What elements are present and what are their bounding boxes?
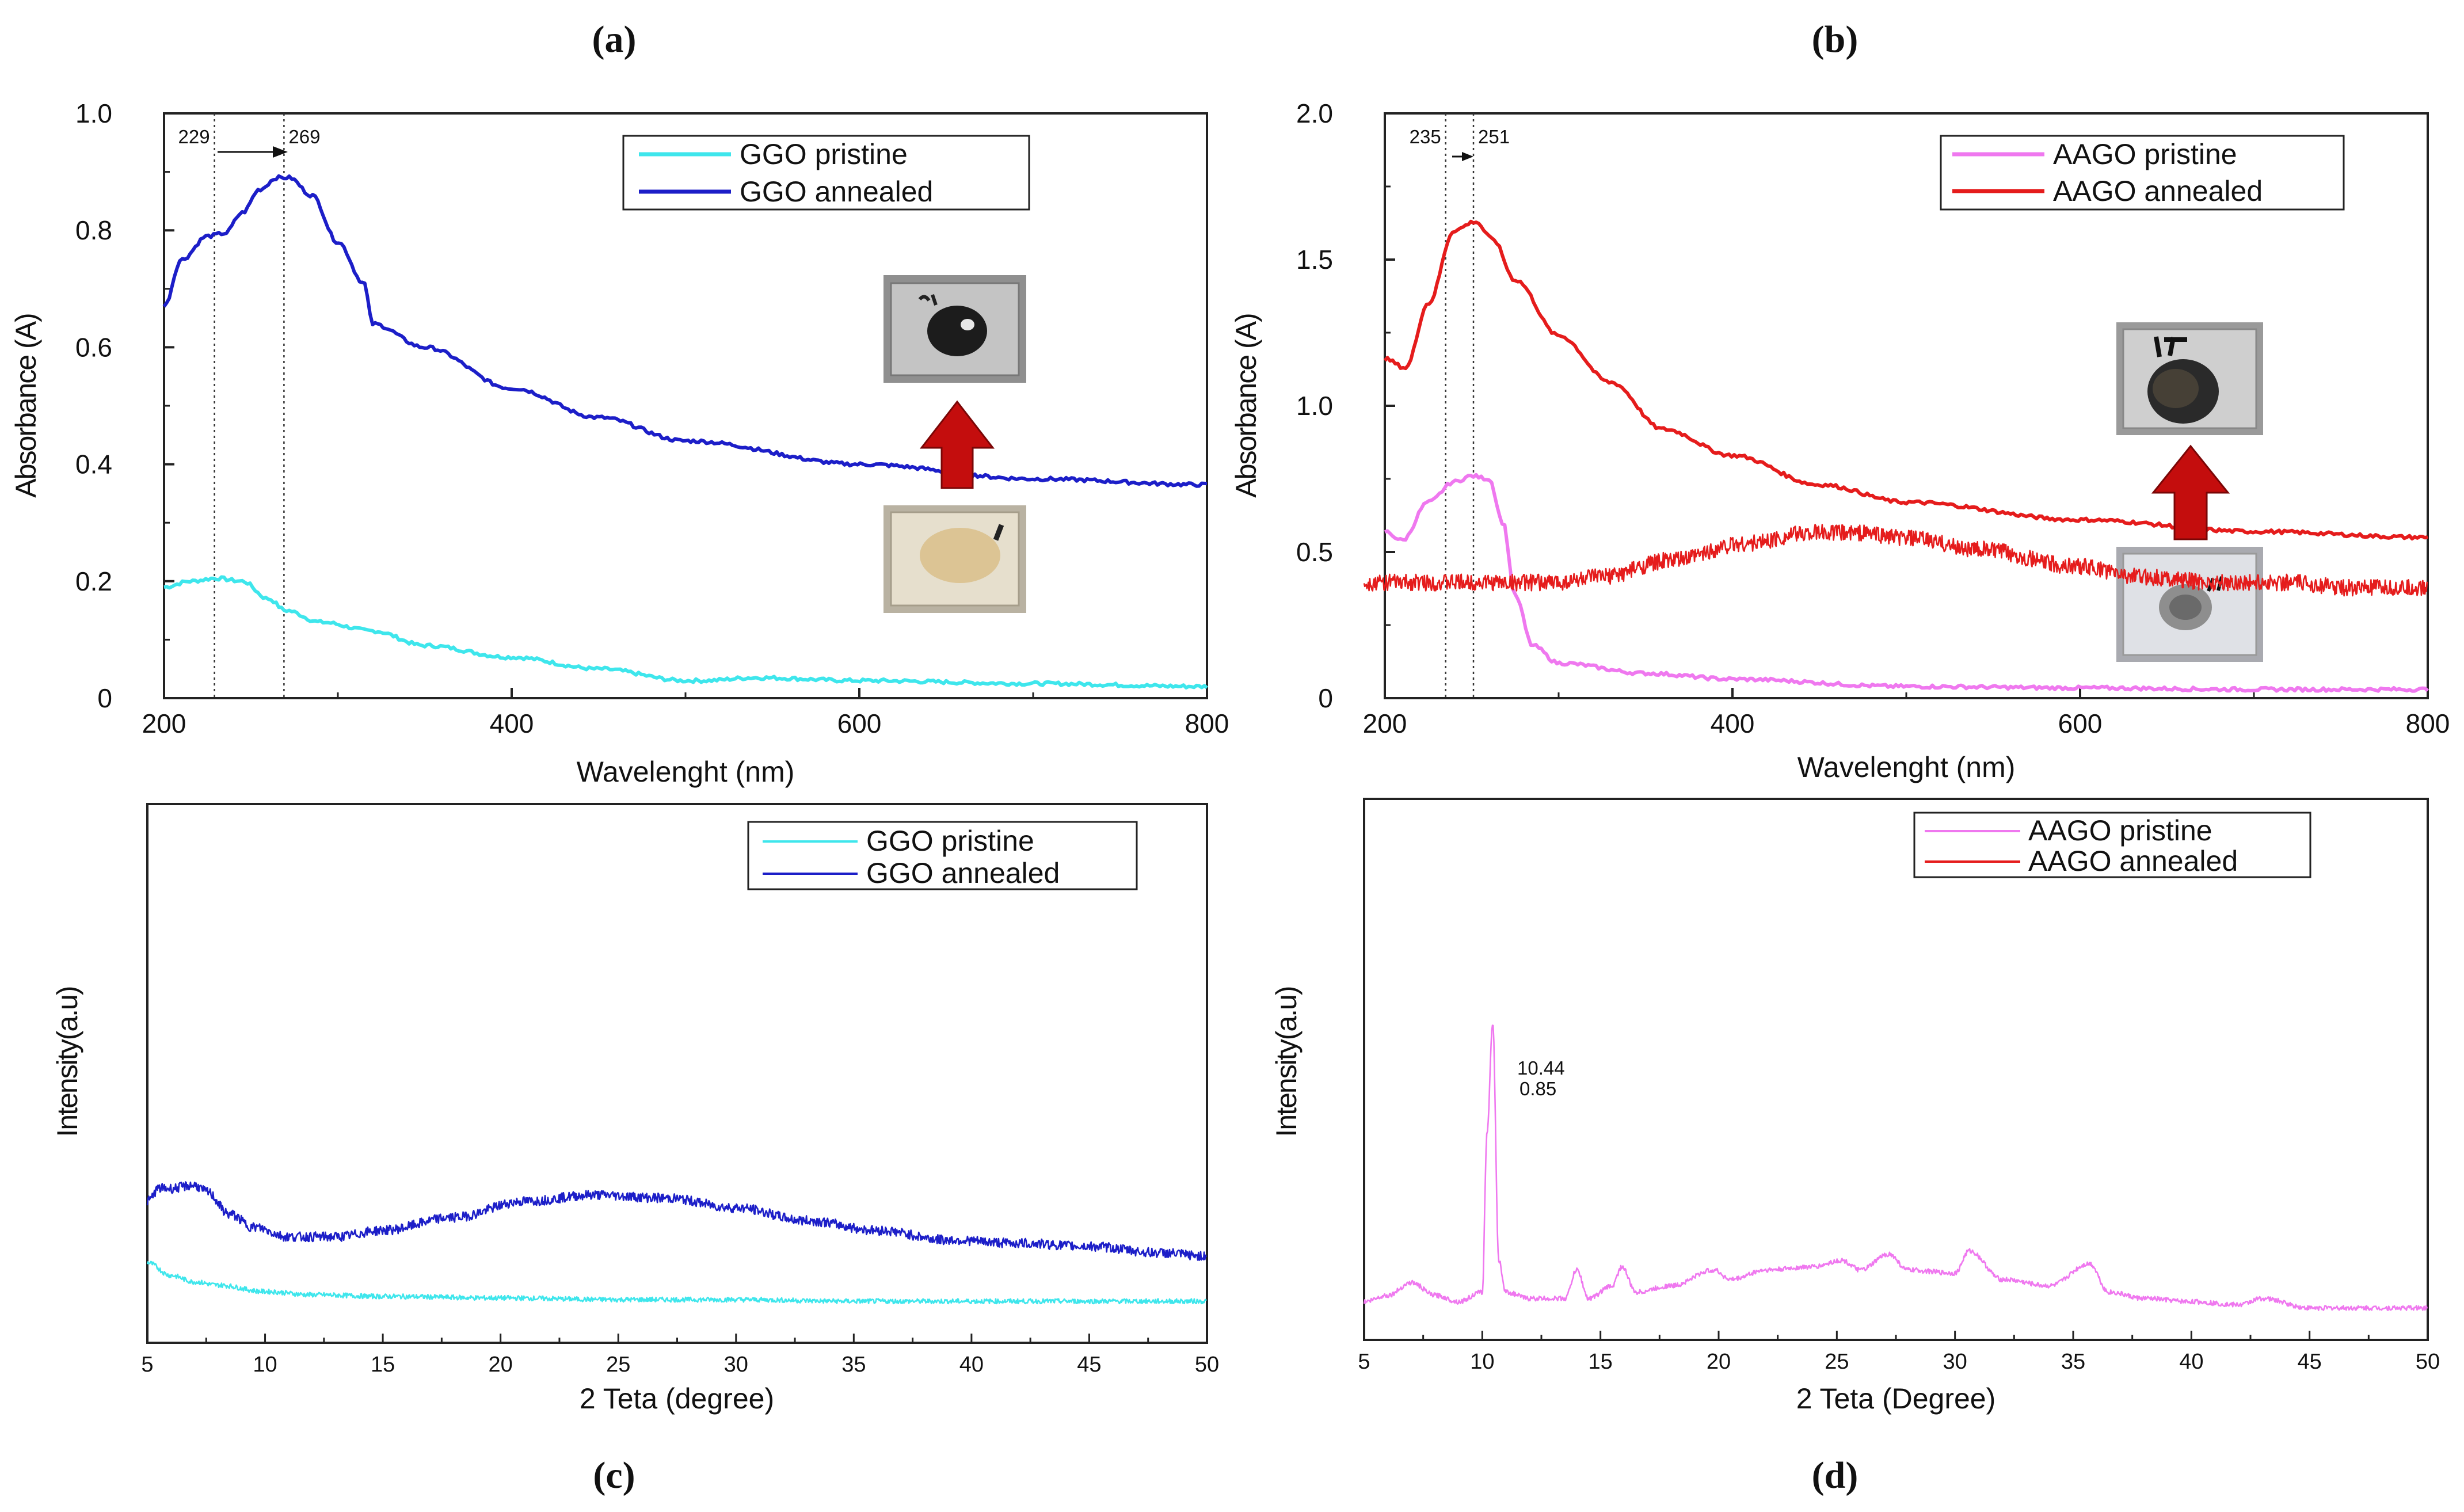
peak-annotation-position: 10.44 <box>1517 1057 1565 1079</box>
y-tick-label: 1.5 <box>1296 245 1333 275</box>
shift-arrow-head <box>1462 152 1473 161</box>
series-line-ggo-pristine <box>146 1260 1207 1305</box>
y-axis-title: Absorbance (A) <box>10 314 42 497</box>
x-tick-label: 5 <box>141 1353 153 1377</box>
x-tick-label: 30 <box>1943 1350 1967 1374</box>
series-line-ggo-pristine <box>163 575 1208 690</box>
inset-photo-pristine-film <box>2116 547 2263 662</box>
x-tick-label: 200 <box>1363 709 1407 738</box>
peak-reference-label: 251 <box>1478 126 1510 147</box>
y-tick-label: 0 <box>1318 683 1333 713</box>
legend-label-ggo-pristine: GGO pristine <box>866 825 1034 857</box>
x-tick-label: 5 <box>1358 1350 1370 1374</box>
legend-label-aago-pristine: AAGO pristine <box>2028 814 2212 847</box>
up-arrow-icon <box>2151 444 2230 540</box>
series-line-aago-annealed <box>1363 524 2428 597</box>
y-tick-label: 0.2 <box>75 566 112 596</box>
legend-label-ggo-annealed: GGO annealed <box>866 857 1060 889</box>
series-line-aago-pristine <box>1363 1024 2428 1311</box>
legend-label-aago-annealed: AAGO annealed <box>2028 845 2238 877</box>
legend-box <box>1913 812 2311 878</box>
panel-label-d: (d) <box>1812 1454 1859 1496</box>
legend-label-ggo-annealed: GGO annealed <box>740 176 933 208</box>
series-line-ggo-annealed <box>146 1181 1207 1261</box>
y-tick-label: 0.4 <box>75 450 112 479</box>
x-tick-label: 25 <box>1825 1350 1849 1374</box>
x-tick-label: 35 <box>2061 1350 2085 1374</box>
panel-b-uv-aago: 0 0.5 1.0 1.5 2.0 200 400 600 800 235 251 Wavele… <box>1230 98 2450 783</box>
peak-reference-label: 229 <box>178 126 210 147</box>
series-line-aago-annealed <box>1383 219 2429 541</box>
shift-arrow-head <box>273 146 288 158</box>
panel-label-b: (b) <box>1812 18 1859 60</box>
x-tick-label: 200 <box>142 709 186 738</box>
peak-reference-label: 235 <box>1410 126 1441 147</box>
x-tick-label: 50 <box>1195 1353 1219 1377</box>
x-tick-label: 400 <box>490 709 534 738</box>
y-axis-title: Intensity(a.u) <box>51 987 83 1137</box>
x-tick-label: 800 <box>1185 709 1229 738</box>
y-axis-title: Absorbance (A) <box>1230 314 1262 497</box>
inset-photo-annealed-film <box>2116 322 2263 435</box>
panel-label-c: (c) <box>593 1454 635 1496</box>
x-tick-label: 40 <box>2179 1350 2203 1374</box>
legend-label-aago-annealed: AAGO annealed <box>2053 175 2263 207</box>
panel-label-a: (a) <box>592 18 637 60</box>
x-axis-title: Wavelenght (nm) <box>577 756 795 788</box>
x-tick-label: 45 <box>1077 1353 1101 1377</box>
y-tick-label: 0.6 <box>75 332 112 362</box>
y-tick-label: 1.0 <box>1296 391 1333 421</box>
x-axis-title: 2 Teta (degree) <box>580 1382 774 1415</box>
x-tick-label: 45 <box>2298 1350 2322 1374</box>
x-tick-label: 15 <box>371 1353 395 1377</box>
panel-a-uv-ggo: 0 0.2 0.4 0.6 0.8 1.0 200 400 600 800 229 269 Wav… <box>10 98 1229 788</box>
x-tick-label: 10 <box>1470 1350 1494 1374</box>
panel-d-xrd-aago: 5 10 15 20 25 30 35 40 45 50 2 Teta (Degree) Inte… <box>1270 524 2440 1415</box>
x-tick-label: 25 <box>606 1353 630 1377</box>
y-tick-label: 2.0 <box>1296 98 1333 128</box>
x-tick-label: 20 <box>489 1353 513 1377</box>
y-tick-label: 0.8 <box>75 215 112 245</box>
panel-c-xrd-ggo: 5 10 15 20 25 30 35 40 45 50 2 Teta (degree) Inte… <box>51 803 1219 1415</box>
legend-label-aago-pristine: AAGO pristine <box>2053 138 2237 170</box>
x-tick-label: 15 <box>1589 1350 1613 1374</box>
peak-reference-label: 269 <box>288 126 320 147</box>
x-tick-label: 600 <box>2058 709 2103 738</box>
x-tick-label: 50 <box>2416 1350 2440 1374</box>
inset-photo-pristine-film <box>883 505 1026 613</box>
legend-label-ggo-pristine: GGO pristine <box>740 138 908 170</box>
series-line-aago-pristine <box>1384 473 2429 693</box>
peak-annotation-width: 0.85 <box>1519 1078 1556 1099</box>
legend-box <box>1940 135 2345 211</box>
y-tick-label: 1.0 <box>75 98 112 128</box>
x-tick-label: 10 <box>253 1353 277 1377</box>
x-tick-label: 20 <box>1707 1350 1731 1374</box>
y-tick-label: 0 <box>97 683 112 713</box>
inset-photo-annealed-film <box>883 275 1026 383</box>
y-axis-title: Intensity(a.u) <box>1270 987 1303 1137</box>
up-arrow-icon <box>919 400 995 489</box>
x-tick-label: 35 <box>841 1353 866 1377</box>
x-tick-label: 30 <box>724 1353 748 1377</box>
x-tick-label: 600 <box>837 709 882 738</box>
x-axis-title: 2 Teta (Degree) <box>1796 1382 1995 1415</box>
x-tick-label: 40 <box>959 1353 984 1377</box>
y-tick-label: 0.5 <box>1296 537 1333 567</box>
series-line-ggo-annealed <box>162 174 1208 488</box>
x-tick-label: 800 <box>2406 709 2450 738</box>
legend-box <box>747 821 1138 890</box>
legend-box <box>622 135 1030 211</box>
x-axis-title: Wavelenght (nm) <box>1797 751 2016 783</box>
x-tick-label: 400 <box>1711 709 1755 738</box>
